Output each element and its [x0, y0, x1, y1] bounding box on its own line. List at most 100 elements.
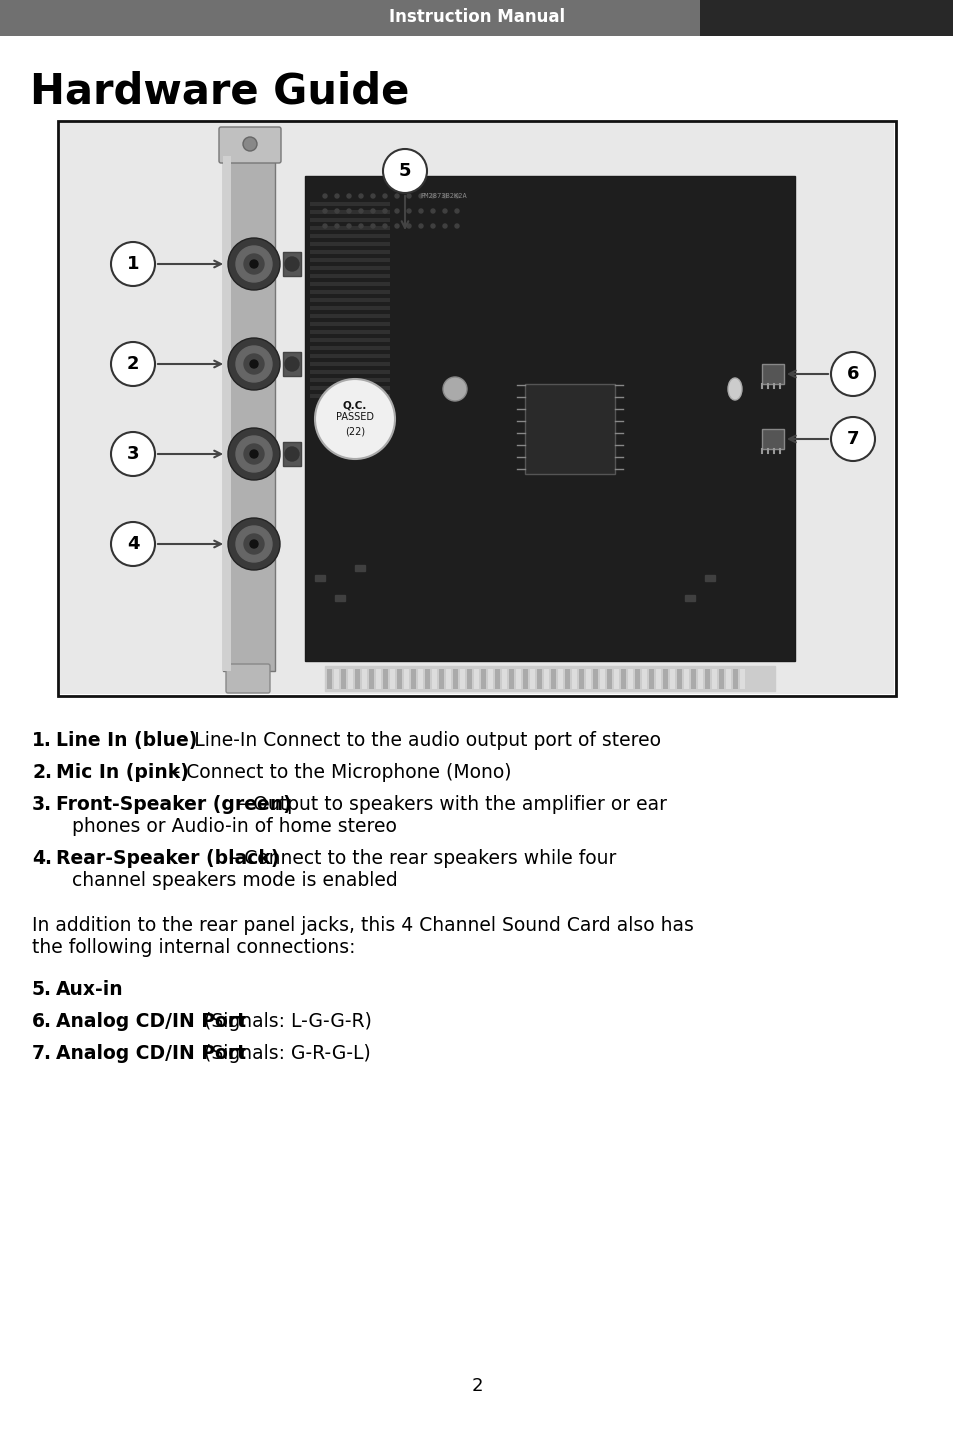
Bar: [620, 670, 625, 688]
Circle shape: [382, 225, 387, 228]
Circle shape: [442, 195, 447, 197]
Text: – Output to speakers with the amplifier or ear: – Output to speakers with the amplifier …: [232, 796, 666, 814]
Text: Aux-in: Aux-in: [56, 980, 124, 999]
Bar: [530, 670, 535, 688]
Bar: [677, 670, 681, 688]
Circle shape: [395, 195, 398, 197]
Circle shape: [442, 209, 447, 213]
Bar: [669, 670, 675, 688]
Circle shape: [235, 527, 272, 562]
Bar: [60, 123, 893, 694]
Bar: [396, 670, 401, 688]
Circle shape: [228, 238, 280, 290]
Circle shape: [228, 518, 280, 570]
Circle shape: [382, 195, 387, 197]
Circle shape: [347, 209, 351, 213]
Text: – Connect to the rear speakers while four: – Connect to the rear speakers while fou…: [223, 849, 617, 869]
Text: 7.: 7.: [32, 1045, 52, 1063]
Bar: [310, 218, 390, 222]
Bar: [704, 575, 714, 581]
Circle shape: [395, 209, 398, 213]
Text: 6: 6: [846, 365, 859, 384]
Bar: [700, 0, 953, 36]
FancyBboxPatch shape: [226, 664, 270, 693]
Circle shape: [111, 342, 154, 386]
Bar: [719, 670, 723, 688]
Text: 7: 7: [846, 429, 859, 448]
Bar: [310, 282, 390, 286]
Circle shape: [442, 225, 447, 228]
Text: channel speakers mode is enabled: channel speakers mode is enabled: [71, 871, 397, 890]
Bar: [690, 670, 696, 688]
Bar: [704, 670, 709, 688]
Text: 3: 3: [127, 445, 139, 464]
Bar: [305, 176, 794, 661]
Circle shape: [830, 352, 874, 396]
Text: (Signals: G-R-G-L): (Signals: G-R-G-L): [198, 1045, 371, 1063]
Bar: [310, 322, 390, 326]
Text: Rear-Speaker (black): Rear-Speaker (black): [56, 849, 279, 869]
Bar: [355, 670, 359, 688]
Bar: [223, 156, 231, 671]
Circle shape: [442, 376, 467, 401]
Text: 5: 5: [398, 162, 411, 180]
Bar: [310, 235, 390, 238]
Circle shape: [250, 539, 257, 548]
Circle shape: [111, 242, 154, 286]
Bar: [310, 378, 390, 382]
Bar: [551, 670, 556, 688]
Text: Analog CD/IN Port: Analog CD/IN Port: [56, 1012, 246, 1030]
Bar: [310, 226, 390, 230]
Bar: [0, 0, 700, 36]
Circle shape: [111, 522, 154, 567]
Text: 2: 2: [127, 355, 139, 373]
Text: Mic In (pink): Mic In (pink): [56, 763, 189, 781]
Circle shape: [431, 209, 435, 213]
Bar: [495, 670, 499, 688]
Bar: [593, 670, 598, 688]
Circle shape: [371, 195, 375, 197]
Text: Analog CD/IN Port: Analog CD/IN Port: [56, 1045, 246, 1063]
Text: Hardware Guide: Hardware Guide: [30, 72, 409, 113]
Circle shape: [285, 446, 298, 461]
Bar: [310, 338, 390, 342]
Text: – Line-In Connect to the audio output port of stereo: – Line-In Connect to the audio output po…: [173, 731, 660, 750]
Circle shape: [418, 209, 422, 213]
Bar: [310, 386, 390, 391]
Bar: [711, 670, 717, 688]
Bar: [417, 670, 422, 688]
Bar: [369, 670, 374, 688]
Circle shape: [455, 225, 458, 228]
Circle shape: [418, 195, 422, 197]
Circle shape: [243, 137, 256, 152]
Bar: [310, 298, 390, 302]
Bar: [578, 670, 583, 688]
Circle shape: [418, 225, 422, 228]
Circle shape: [407, 195, 411, 197]
Circle shape: [244, 353, 264, 373]
Circle shape: [395, 225, 398, 228]
Circle shape: [335, 195, 338, 197]
Bar: [432, 670, 436, 688]
Circle shape: [358, 195, 363, 197]
Bar: [375, 670, 380, 688]
Circle shape: [285, 258, 298, 270]
Text: (22): (22): [345, 426, 365, 436]
Bar: [488, 670, 493, 688]
Bar: [614, 670, 618, 688]
Bar: [283, 252, 301, 276]
Bar: [543, 670, 548, 688]
Circle shape: [407, 225, 411, 228]
Ellipse shape: [727, 378, 741, 401]
Bar: [572, 670, 577, 688]
Circle shape: [244, 534, 264, 554]
Circle shape: [244, 253, 264, 273]
Circle shape: [830, 416, 874, 461]
Bar: [522, 670, 527, 688]
Circle shape: [228, 428, 280, 479]
Text: Front-Speaker (green): Front-Speaker (green): [56, 796, 292, 814]
Circle shape: [455, 209, 458, 213]
Circle shape: [323, 209, 327, 213]
Bar: [501, 670, 506, 688]
Bar: [606, 670, 612, 688]
